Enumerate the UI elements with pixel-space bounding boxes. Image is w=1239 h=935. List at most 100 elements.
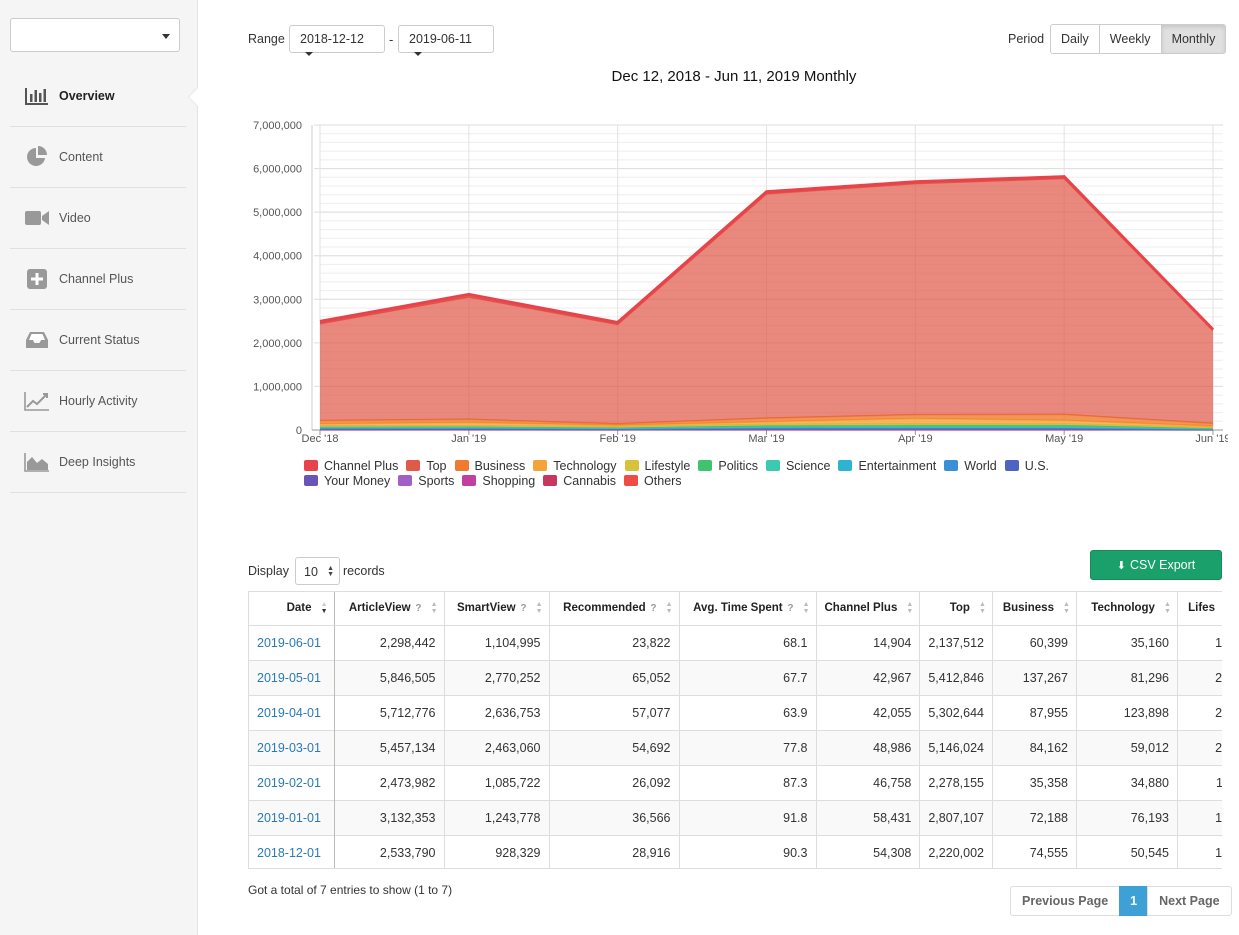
display-label: Display (248, 564, 289, 578)
legend-swatch (624, 475, 639, 486)
x-tick-label: May '19 (1045, 433, 1083, 445)
column-header-smartview[interactable]: SmartView ? ▲ ▼ (444, 592, 550, 626)
sidebar-item-current-status[interactable]: Current Status (10, 310, 186, 371)
column-header-articleview[interactable]: ArticleView ? ▲ ▼ (334, 592, 445, 626)
table-cell: 81,296 (1076, 659, 1178, 695)
table-cell: 5,712,776 (334, 694, 445, 730)
sidebar-item-deep-insights[interactable]: Deep Insights (10, 432, 186, 493)
y-tick-label: 3,000,000 (253, 294, 302, 306)
column-header-top[interactable]: Top ▲ ▼ (919, 592, 993, 626)
legend-item[interactable]: Cannabis (543, 473, 616, 488)
table-cell: 2,807,107 (919, 799, 993, 835)
table-cell: 2,220,002 (919, 834, 993, 868)
previous-page-button[interactable]: Previous Page (1010, 886, 1121, 916)
legend-label: Lifestyle (644, 458, 691, 473)
range-end-dropdown[interactable]: 2019-06-11 (398, 25, 494, 56)
table-cell: 2,770,252 (444, 659, 550, 695)
legend-label: Shopping (482, 473, 536, 488)
table-cell: 5,846,505 (334, 659, 445, 695)
table-cell: 28,916 (549, 834, 680, 868)
legend-item[interactable]: Top (406, 458, 447, 473)
legend-item[interactable]: U.S. (1004, 458, 1049, 473)
date-link[interactable]: 2019-05-01 (249, 659, 335, 695)
table-cell: 137,267 (992, 659, 1077, 695)
account-select[interactable] (10, 18, 180, 52)
legend-item[interactable]: Sports (398, 473, 454, 488)
legend-item[interactable]: Business (454, 458, 525, 473)
help-icon[interactable]: ? (647, 603, 657, 615)
legend-swatch (454, 460, 469, 471)
sidebar-item-content[interactable]: Content (10, 127, 186, 188)
column-header-label: Technology (1091, 602, 1155, 615)
sidebar-item-video[interactable]: Video (10, 188, 186, 249)
next-page-button[interactable]: Next Page (1147, 886, 1232, 916)
legend-swatch (304, 475, 318, 486)
date-link[interactable]: 2019-03-01 (249, 729, 335, 765)
line-series-channel-plus (319, 175, 1215, 331)
page-1-button[interactable]: 1 (1119, 886, 1149, 916)
help-icon[interactable]: ? (412, 603, 422, 615)
records-per-page-select[interactable]: 10 ▲ ▼ (295, 557, 340, 585)
table-cell: 60,399 (992, 624, 1077, 660)
legend-item[interactable]: Channel Plus (304, 458, 398, 473)
legend-swatch (1004, 460, 1019, 471)
table-cell: 928,329 (444, 834, 550, 868)
column-header-avg-time-spent[interactable]: Avg. Time Spent ? ▲ ▼ (679, 592, 817, 626)
legend-item[interactable]: Others (624, 473, 682, 488)
column-header-label: ArticleView (348, 602, 411, 615)
video-camera-icon (24, 208, 50, 228)
range-start-dropdown[interactable]: 2018-12-12 (289, 25, 385, 56)
table-cell: 11 (1177, 764, 1222, 800)
date-link[interactable]: 2018-12-01 (249, 834, 335, 868)
table-row: 2019-03-01 5,457,134 2,463,060 54,692 77.8 48… (249, 729, 1222, 765)
column-header-lifes[interactable]: Lifes▲▼ (1177, 592, 1222, 626)
sidebar-item-channel-plus[interactable]: Channel Plus (10, 249, 186, 310)
range-separator: - (389, 32, 394, 47)
column-header-recommended[interactable]: Recommended ? ▲ ▼ (549, 592, 680, 626)
legend-item[interactable]: World (944, 458, 997, 473)
legend-item[interactable]: Your Money (304, 473, 390, 488)
sidebar-item-hourly-activity[interactable]: Hourly Activity (10, 371, 186, 432)
area-series-business (320, 414, 1213, 426)
legend-item[interactable]: Shopping (462, 473, 535, 488)
column-header-technology[interactable]: Technology ▲ ▼ (1076, 592, 1178, 626)
table-cell: 42,967 (816, 659, 921, 695)
legend-item[interactable]: Science (765, 458, 831, 473)
legend-label: Others (644, 473, 682, 488)
date-link[interactable]: 2019-04-01 (249, 694, 335, 730)
legend-item[interactable]: Technology (533, 458, 617, 473)
records-control: Display 10 ▲ ▼ records (248, 557, 385, 585)
legend-swatch (944, 460, 959, 471)
table-cell: 1,243,778 (444, 799, 550, 835)
records-per-page-value: 10 (304, 565, 318, 579)
period-daily-button[interactable]: Daily (1050, 24, 1100, 54)
table-cell: 28 (1177, 729, 1222, 765)
table-cell: 123,898 (1076, 694, 1178, 730)
table-cell: 2,533,790 (334, 834, 445, 868)
csv-export-button[interactable]: ⬇ CSV Export (1090, 550, 1222, 580)
table-cell: 2,298,442 (334, 624, 445, 660)
line-chart-icon (24, 391, 50, 411)
period-weekly-button[interactable]: Weekly (1098, 24, 1162, 54)
caret-down-icon (414, 51, 422, 56)
table-cell: 74,555 (992, 834, 1077, 868)
column-header-business[interactable]: Business ▲ ▼ (992, 592, 1077, 626)
legend-label: Science (785, 458, 831, 473)
table-cell: 63.9 (679, 694, 817, 730)
help-icon[interactable]: ? (784, 603, 794, 615)
csv-export-label: CSV Export (1129, 558, 1196, 572)
date-link[interactable]: 2019-01-01 (249, 799, 335, 835)
date-link[interactable]: 2019-06-01 (249, 624, 335, 660)
legend-item[interactable]: Lifestyle (624, 458, 691, 473)
date-link[interactable]: 2019-02-01 (249, 764, 335, 800)
legend-item[interactable]: Entertainment (838, 458, 936, 473)
column-header-date[interactable]: Date ▲ ▼ (249, 592, 335, 626)
help-icon[interactable]: ? (517, 603, 527, 615)
table-cell: 91.8 (679, 799, 817, 835)
period-monthly-button[interactable]: Monthly (1160, 24, 1227, 54)
column-header-channel-plus[interactable]: Channel Plus ▲ ▼ (816, 592, 921, 626)
pie-chart-icon (24, 146, 50, 167)
y-tick-label: 0 (296, 425, 302, 437)
sidebar-item-overview[interactable]: Overview (10, 66, 198, 127)
legend-item[interactable]: Politics (698, 458, 758, 473)
